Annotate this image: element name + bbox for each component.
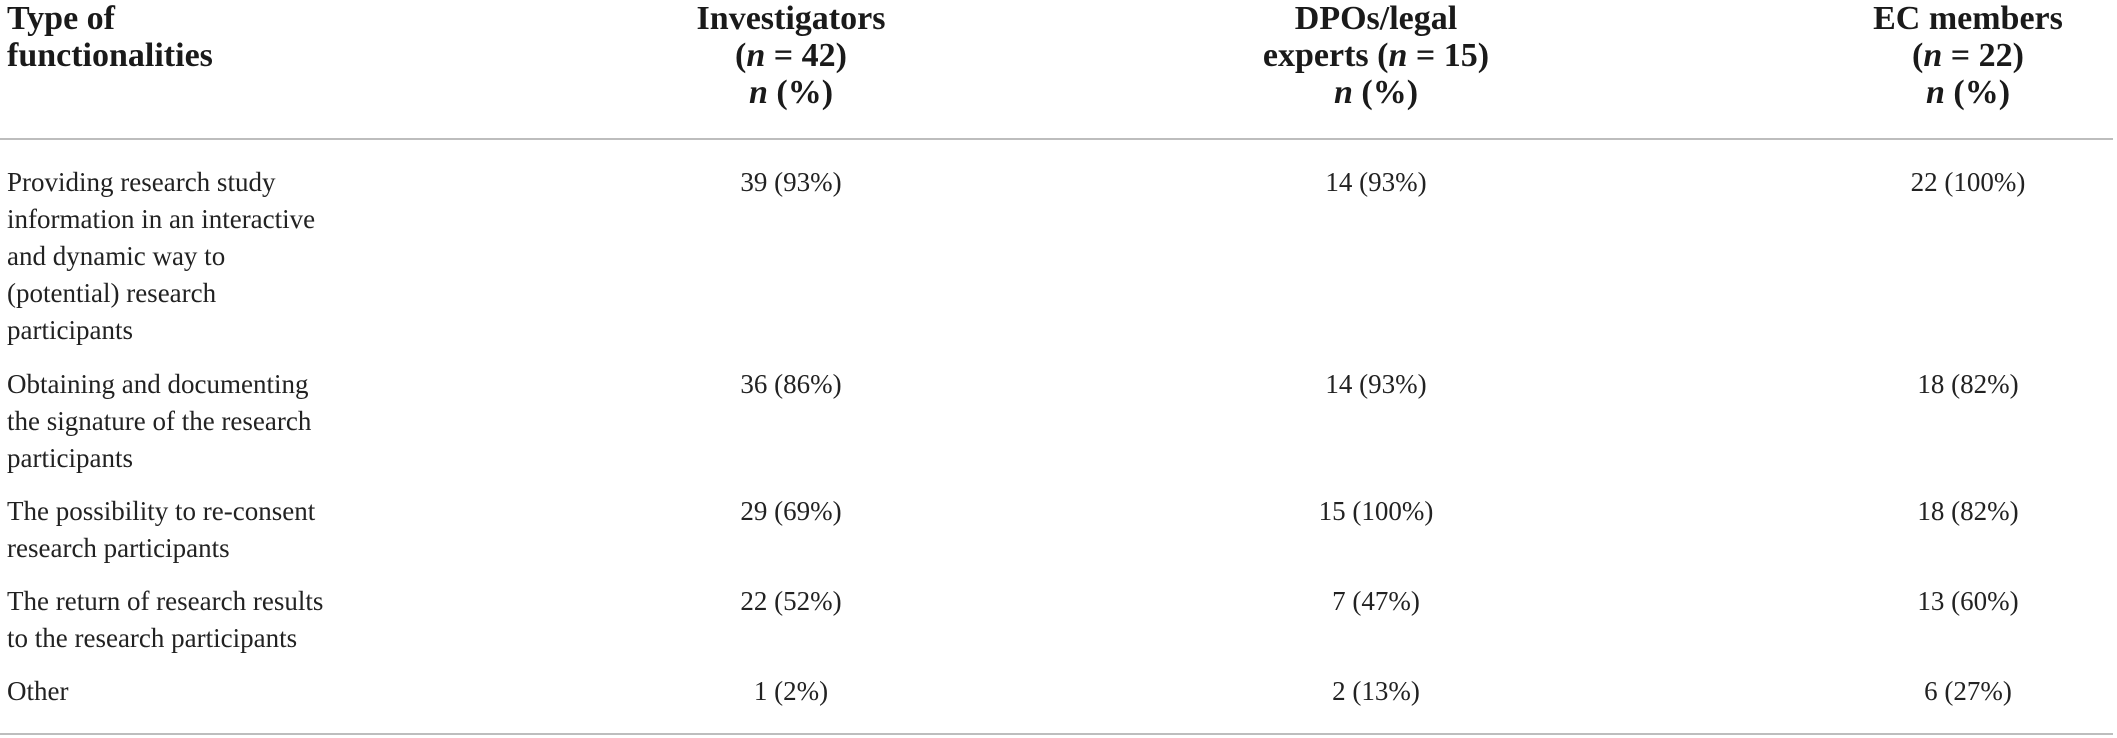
n-symbol: n bbox=[1925, 74, 1945, 111]
label-line: the signature of the research bbox=[7, 406, 312, 436]
header-ec-members: EC members (n = 22) n (%) bbox=[1728, 0, 2117, 111]
header-type-of-functionalities: Type of functionalities bbox=[7, 0, 337, 74]
header-unit: n (%) bbox=[1136, 74, 1616, 111]
cell-ec-members: 6 (27%) bbox=[1924, 676, 2012, 706]
header-group-name: EC members bbox=[1873, 0, 2063, 37]
header-investigators: Investigators (n = 42) n (%) bbox=[551, 0, 1031, 111]
cell-ec-members: 18 (82%) bbox=[1917, 369, 2019, 399]
header-dpos-legal-experts: DPOs/legal experts (n = 15) n (%) bbox=[1136, 0, 1616, 111]
n-symbol: n bbox=[746, 37, 766, 74]
cell-investigators: 1 (2%) bbox=[753, 676, 829, 706]
cell-dpos-legal: 15 (100%) bbox=[1318, 496, 1434, 526]
label-line: research participants bbox=[7, 533, 230, 563]
header-unit: n (%) bbox=[1728, 74, 2117, 111]
unit-label: (%) bbox=[767, 74, 834, 111]
header-group-name: Investigators bbox=[696, 0, 886, 37]
header-group-name-cont: experts ( bbox=[1262, 37, 1389, 74]
label-line: Obtaining and documenting bbox=[7, 369, 309, 399]
header-unit: n (%) bbox=[551, 74, 1031, 111]
label-line: Other bbox=[7, 676, 69, 706]
label-line: The possibility to re-consent bbox=[7, 496, 316, 526]
cell-ec-members: 22 (100%) bbox=[1910, 167, 2026, 197]
sample-size-value: = 42) bbox=[765, 37, 847, 74]
cell-investigators: 22 (52%) bbox=[740, 586, 842, 616]
cell-dpos-legal: 2 (13%) bbox=[1332, 676, 1420, 706]
row-label: Other bbox=[7, 673, 367, 710]
sample-size-value: = 22) bbox=[1942, 37, 2024, 74]
label-line: information in an interactive bbox=[7, 204, 316, 234]
n-symbol: n bbox=[748, 74, 768, 111]
label-line: participants bbox=[7, 315, 133, 345]
sample-size-value: = 15) bbox=[1407, 37, 1490, 74]
n-symbol: n bbox=[1388, 37, 1408, 74]
n-symbol: n bbox=[1333, 74, 1353, 111]
table-bottom-rule bbox=[0, 733, 2113, 735]
row-label: The return of research results to the re… bbox=[7, 583, 367, 657]
cell-dpos-legal: 14 (93%) bbox=[1325, 167, 1427, 197]
cell-investigators: 36 (86%) bbox=[740, 369, 842, 399]
cell-dpos-legal: 14 (93%) bbox=[1325, 369, 1427, 399]
header-label-line: functionalities bbox=[7, 37, 213, 74]
header-label-line: Type of bbox=[7, 0, 115, 37]
label-line: Providing research study bbox=[7, 167, 276, 197]
cell-investigators: 39 (93%) bbox=[740, 167, 842, 197]
header-sample-size: (n = 22) bbox=[1912, 37, 2024, 74]
row-label: The possibility to re-consent research p… bbox=[7, 493, 367, 567]
label-line: to the research participants bbox=[7, 623, 298, 653]
cell-dpos-legal: 7 (47%) bbox=[1332, 586, 1420, 616]
unit-label: (%) bbox=[1352, 74, 1419, 111]
cell-ec-members: 13 (60%) bbox=[1917, 586, 2019, 616]
label-line: (potential) research bbox=[7, 278, 217, 308]
cell-ec-members: 18 (82%) bbox=[1917, 496, 2019, 526]
label-line: The return of research results bbox=[7, 586, 324, 616]
header-sample-size: experts (n = 15) bbox=[1136, 37, 1616, 74]
row-label: Obtaining and documenting the signature … bbox=[7, 366, 367, 477]
unit-label: (%) bbox=[1944, 74, 2011, 111]
header-sample-size: (n = 42) bbox=[735, 37, 847, 74]
label-line: participants bbox=[7, 443, 133, 473]
header-divider bbox=[0, 138, 2113, 140]
header-group-name: DPOs/legal bbox=[1294, 0, 1458, 37]
row-label: Providing research study information in … bbox=[7, 164, 367, 349]
cell-investigators: 29 (69%) bbox=[740, 496, 842, 526]
label-line: and dynamic way to bbox=[7, 241, 226, 271]
n-symbol: n bbox=[1923, 37, 1943, 74]
